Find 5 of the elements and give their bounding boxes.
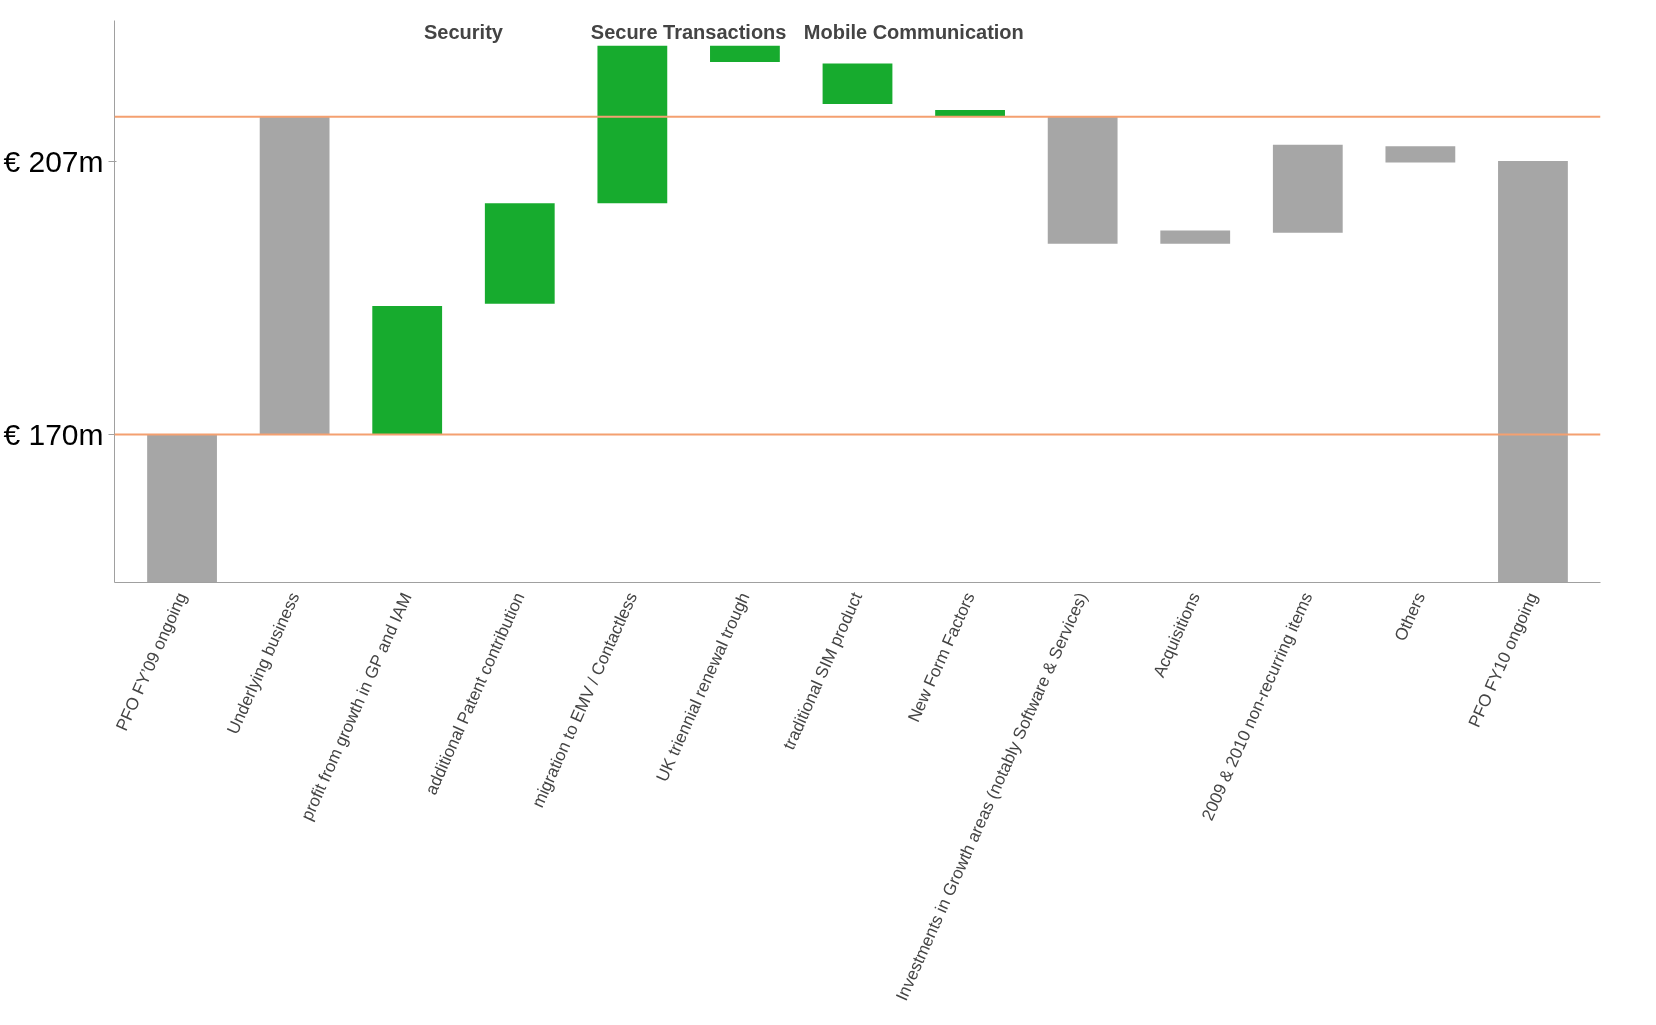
annotation: Security bbox=[424, 20, 504, 43]
annotation: Mobile Communication bbox=[803, 20, 1024, 43]
annotation: Secure Transactions bbox=[590, 20, 787, 43]
y-tick-label: € 207m bbox=[3, 144, 104, 178]
y-tick-label: € 170m bbox=[3, 418, 104, 452]
